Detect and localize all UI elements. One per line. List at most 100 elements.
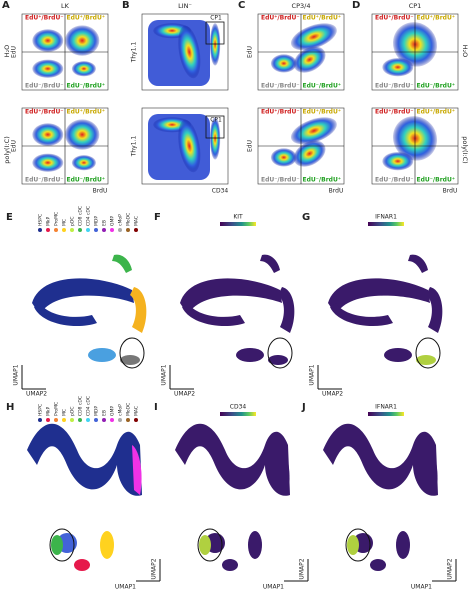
x-axis-label: CD34 (212, 188, 229, 195)
colorbar-label: IFNAR1 (375, 214, 397, 221)
y-axis-label: Thy1.1 (131, 136, 138, 158)
umap-cluster (100, 531, 114, 559)
legend-dot (54, 418, 58, 422)
quadrant-label: EdU⁺/BrdU⁺ (303, 15, 342, 22)
density (178, 25, 201, 79)
panel-letter: G (302, 212, 310, 223)
legend-label: GMP (110, 216, 116, 226)
quadrant-label: EdU⁻/BrdU⁻ (25, 177, 64, 184)
legend-dot (38, 228, 42, 232)
umap-cluster (74, 559, 90, 571)
panel-title: LK (61, 2, 70, 10)
legend-dot (134, 418, 138, 422)
legend-dot (118, 418, 122, 422)
axis-label: UMAP1 (13, 364, 20, 385)
legend-dot (118, 228, 122, 232)
quadrant-label: EdU⁻/BrdU⁻ (375, 177, 414, 184)
colorbar (220, 412, 256, 416)
legend-dot (102, 228, 106, 232)
umap-cluster (182, 303, 245, 327)
umap-cluster (396, 531, 410, 559)
highlight (197, 528, 223, 562)
quadrant-label: EdU⁺/BrdU⁻ (261, 15, 300, 22)
legend-label: MoDC (126, 403, 132, 416)
umap-cluster (330, 303, 393, 327)
panel-title: CP1 (409, 2, 422, 10)
y-axis-label: Thy1.1 (131, 42, 138, 64)
density (32, 29, 64, 52)
quadrant-label: EdU⁻/BrdU⁻ (261, 177, 300, 184)
y-axis-label: EdU (247, 140, 254, 152)
panel-letter: A (2, 0, 10, 11)
quadrant-label: EdU⁻/BrdU⁺ (67, 83, 106, 90)
legend-label: CD4 cDC (86, 396, 92, 416)
axis-label: UMAP1 (115, 584, 136, 591)
legend-label: GMP (110, 406, 116, 416)
legend-label: MkP (46, 217, 52, 226)
density (270, 54, 297, 73)
axis-label: UMAP1 (263, 584, 284, 591)
legend-label: MDP (94, 406, 100, 416)
quadrant-label: EdU⁻/BrdU⁺ (303, 83, 342, 90)
umap-cluster (180, 278, 282, 315)
legend-label: MAC (134, 406, 140, 416)
row-label: poly(I:C) (461, 136, 469, 163)
quadrant-label: EdU⁺/BrdU⁻ (375, 15, 414, 22)
legend-label: cMoP (118, 404, 124, 416)
legend-dot (70, 418, 74, 422)
umap-cluster (347, 535, 359, 555)
umap-cluster (88, 348, 116, 362)
colorbar-label: KIT (233, 214, 243, 221)
panel-title: LIN⁻ (178, 2, 192, 10)
umap-cluster (370, 559, 386, 571)
umap-cluster (130, 287, 147, 333)
density (32, 123, 64, 146)
legend-dot (38, 418, 42, 422)
y-axis-label: EdU (11, 46, 18, 58)
y-axis-label: EdU (11, 140, 18, 152)
legend-dot (78, 228, 82, 232)
legend-dot (126, 228, 130, 232)
legend-label: MDP (94, 216, 100, 226)
quadrant-label: EdU⁺/BrdU⁺ (303, 109, 342, 116)
legend-dot (94, 418, 98, 422)
umap-cluster (416, 355, 436, 365)
legend-label: MC (62, 219, 68, 226)
legend-label: HSPC (38, 404, 44, 416)
panel-letter: D (352, 0, 360, 11)
axis-label: UMAP2 (174, 391, 195, 398)
highlight (49, 528, 75, 562)
umap-cluster (112, 254, 132, 273)
legend-dot (46, 418, 50, 422)
quadrant-label: EdU⁺/BrdU⁺ (67, 15, 106, 22)
umap-cluster (32, 278, 134, 315)
legend-dot (126, 418, 130, 422)
density (178, 119, 201, 173)
umap-cluster (222, 559, 238, 571)
umap (21, 254, 147, 390)
legend-dot (86, 418, 90, 422)
panel-letter: H (6, 402, 14, 413)
quadrant-label: EdU⁻/BrdU⁺ (303, 177, 342, 184)
highlight (415, 337, 441, 369)
quadrant-label: EdU⁻/BrdU⁺ (67, 177, 106, 184)
panel-title: CP3/4 (292, 2, 311, 10)
legend-label: EB (102, 410, 108, 416)
legend-dot (78, 418, 82, 422)
legend-dot (110, 418, 114, 422)
umap-cluster (260, 254, 280, 273)
quadrant-label: EdU⁻/BrdU⁺ (417, 177, 456, 184)
umap-cluster (27, 423, 142, 496)
axis-label: UMAP1 (411, 584, 432, 591)
legend-label: pDC (70, 217, 76, 226)
umap-cluster (328, 278, 430, 315)
colorbar-label: CD34 (230, 404, 247, 411)
quadrant-label: EdU⁺/BrdU⁻ (261, 109, 300, 116)
legend-dot (62, 228, 66, 232)
legend-dot (62, 418, 66, 422)
umap-cluster (278, 287, 295, 333)
umap-cluster (199, 535, 211, 555)
legend-dot (102, 418, 106, 422)
legend-label: CD8 cDC (78, 206, 84, 226)
